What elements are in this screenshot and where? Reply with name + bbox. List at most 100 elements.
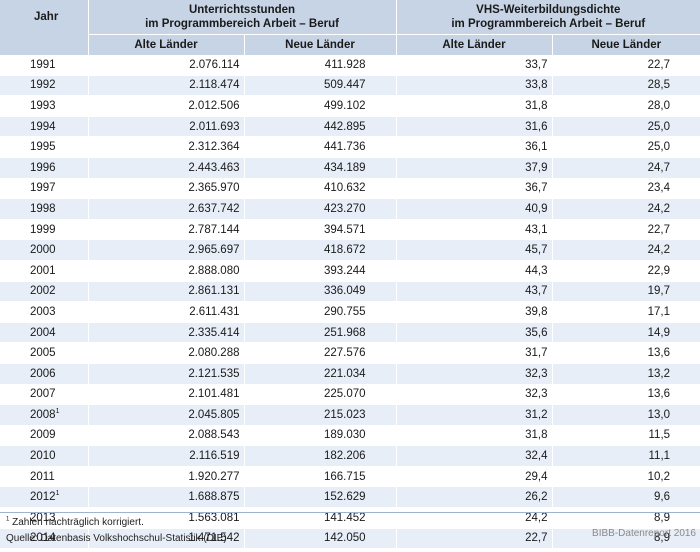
- cell-dichte-neue-laender-value: 28,0: [647, 99, 671, 112]
- cell-dichte-alte-laender-value: 32,4: [525, 450, 548, 463]
- credit-label: BIBB-Datenreport 2016: [592, 528, 696, 539]
- cell-dichte-neue-laender: 13,6: [552, 342, 700, 364]
- cell-dichte-alte-laender: 22,7: [396, 528, 553, 550]
- cell-dichte-alte-laender: 43,1: [396, 219, 553, 241]
- cell-dichte-alte-laender: 31,6: [396, 116, 553, 138]
- cell-ust-neue-laender: 225.070: [244, 384, 397, 406]
- cell-dichte-alte-laender-value: 32,3: [525, 388, 548, 401]
- table-row: 2009 2.088.543 189.030 31,8 11,5: [0, 425, 700, 447]
- cell-dichte-neue-laender-value: 28,5: [647, 79, 671, 92]
- cell-dichte-alte-laender-value: 31,8: [525, 99, 548, 112]
- cell-year: 20081: [0, 404, 89, 426]
- table-row: 1997 2.365.970 410.632 36,7 23,4: [0, 178, 700, 200]
- cell-ust-neue-laender: 499.102: [244, 95, 397, 117]
- table-row: 20121 1.688.875 152.629 26,2 9,6: [0, 486, 700, 509]
- cell-dichte-neue-laender: 24,2: [552, 198, 700, 220]
- footnote-ref: 1: [55, 408, 60, 416]
- table-row: 1999 2.787.144 394.571 43,1 22,7: [0, 219, 700, 241]
- cell-year-value: 1999: [30, 223, 56, 236]
- cell-ust-neue-laender: 152.629: [244, 486, 397, 509]
- table-row: 1995 2.312.364 441.736 36,1 25,0: [0, 136, 700, 158]
- cell-dichte-alte-laender-value: 31,7: [525, 347, 548, 360]
- cell-ust-neue-laender-value: 499.102: [323, 99, 366, 112]
- cell-dichte-alte-laender: 35,6: [396, 322, 553, 344]
- cell-dichte-neue-laender: 25,0: [552, 116, 700, 138]
- cell-ust-alte-laender: 2.637.742: [88, 198, 245, 220]
- footnote: 1 Zahlen nachträglich korrigiert.: [6, 517, 700, 528]
- cell-dichte-neue-laender-value: 9,6: [654, 491, 671, 504]
- cell-dichte-alte-laender-value: 37,9: [525, 161, 548, 174]
- table-body: 1991 2.076.114 411.928 33,7 22,7 1992 2.118.47…: [0, 55, 700, 550]
- cell-ust-alte-laender: 2.101.481: [88, 384, 245, 406]
- cell-dichte-alte-laender: 33,7: [396, 55, 553, 76]
- table-row: 2004 2.335.414 251.968 35,6 14,9: [0, 322, 700, 344]
- cell-ust-alte-laender-value: 2.965.697: [188, 244, 240, 257]
- cell-dichte-alte-laender-value: 33,8: [525, 79, 548, 92]
- cell-ust-neue-laender-value: 227.576: [323, 347, 366, 360]
- cell-dichte-neue-laender-value: 22,7: [647, 223, 671, 236]
- cell-year-value: 2011: [30, 470, 55, 483]
- cell-ust-alte-laender-value: 2.076.114: [189, 58, 240, 71]
- cell-year-value: 2004: [30, 326, 56, 339]
- cell-ust-alte-laender-value: 2.118.474: [189, 79, 240, 92]
- cell-ust-neue-laender-value: 221.034: [323, 367, 366, 380]
- cell-ust-alte-laender: 2.888.080: [88, 260, 245, 282]
- cell-dichte-alte-laender: 31,2: [396, 404, 553, 426]
- table-header: Jahr Unterrichtsstunden im Programmberei…: [0, 0, 700, 55]
- cell-ust-neue-laender: 227.576: [244, 342, 397, 364]
- cell-year: 2000: [0, 239, 89, 261]
- cell-ust-neue-laender-value: 410.632: [323, 182, 366, 195]
- cell-dichte-alte-laender-value: 36,7: [525, 182, 548, 195]
- cell-ust-alte-laender: 2.965.697: [88, 239, 245, 261]
- cell-ust-alte-laender-value: 2.011.693: [189, 120, 240, 133]
- cell-dichte-alte-laender: 31,8: [396, 425, 553, 447]
- table-row: 2006 2.121.535 221.034 32,3 13,2: [0, 363, 700, 385]
- header-group-left-line1: Unterrichtsstunden: [188, 4, 296, 16]
- cell-year-value: 2005: [30, 347, 56, 360]
- cell-year-value: 2002: [30, 285, 56, 298]
- cell-dichte-alte-laender-value: 32,3: [525, 367, 548, 380]
- cell-year: 1995: [0, 136, 89, 158]
- cell-year: 1994: [0, 116, 89, 138]
- table-row: 2005 2.080.288 227.576 31,7 13,6: [0, 342, 700, 364]
- cell-dichte-neue-laender-value: 13,6: [647, 388, 671, 401]
- cell-ust-alte-laender-value: 2.045.805: [188, 408, 240, 421]
- cell-ust-alte-laender: 1.688.875: [88, 486, 245, 509]
- cell-ust-neue-laender: 189.030: [244, 425, 397, 447]
- cell-dichte-neue-laender: 24,2: [552, 239, 700, 261]
- cell-ust-neue-laender: 418.672: [244, 239, 397, 261]
- cell-year-value: 1996: [30, 161, 56, 174]
- cell-year: 2007: [0, 384, 89, 406]
- cell-dichte-alte-laender-value: 29,4: [525, 470, 548, 483]
- cell-ust-neue-laender-value: 441.736: [323, 141, 366, 154]
- cell-dichte-alte-laender-value: 44,3: [525, 264, 548, 277]
- cell-dichte-neue-laender-value: 10,2: [647, 470, 671, 483]
- cell-dichte-neue-laender-value: 25,0: [647, 120, 671, 133]
- cell-year: 1999: [0, 219, 89, 241]
- cell-dichte-alte-laender: 37,9: [396, 157, 553, 179]
- table-row: 1998 2.637.742 423.270 40,9 24,2: [0, 198, 700, 220]
- cell-dichte-alte-laender-value: 35,6: [525, 326, 548, 339]
- cell-ust-alte-laender-value: 2.611.431: [189, 305, 240, 318]
- cell-ust-neue-laender-value: 393.244: [323, 264, 366, 277]
- cell-dichte-neue-laender: 11,5: [552, 425, 700, 447]
- cell-dichte-neue-laender: 13,2: [552, 363, 700, 385]
- cell-dichte-neue-laender-value: 19,7: [647, 285, 671, 298]
- cell-ust-alte-laender: 2.080.288: [88, 342, 245, 364]
- cell-dichte-neue-laender-value: 24,7: [647, 161, 671, 174]
- cell-dichte-alte-laender: 36,1: [396, 136, 553, 158]
- cell-dichte-alte-laender-value: 31,2: [525, 408, 548, 421]
- cell-ust-alte-laender: 2.076.114: [88, 55, 245, 76]
- cell-ust-neue-laender-value: 411.928: [324, 58, 366, 71]
- cell-dichte-alte-laender: 26,2: [396, 486, 553, 509]
- cell-ust-neue-laender: 394.571: [244, 219, 397, 241]
- cell-ust-alte-laender-value: 2.121.535: [188, 367, 240, 380]
- header-group-weiterbildungsdichte: VHS-Weiterbildungsdichte im Programmbere…: [396, 0, 700, 35]
- cell-dichte-alte-laender: 45,7: [396, 239, 553, 261]
- cell-dichte-neue-laender: 10,2: [552, 466, 700, 488]
- cell-dichte-alte-laender: 31,7: [396, 342, 553, 364]
- cell-year-value: 2006: [30, 367, 56, 380]
- cell-ust-alte-laender: 2.121.535: [88, 363, 245, 385]
- cell-ust-neue-laender-value: 442.895: [323, 120, 366, 133]
